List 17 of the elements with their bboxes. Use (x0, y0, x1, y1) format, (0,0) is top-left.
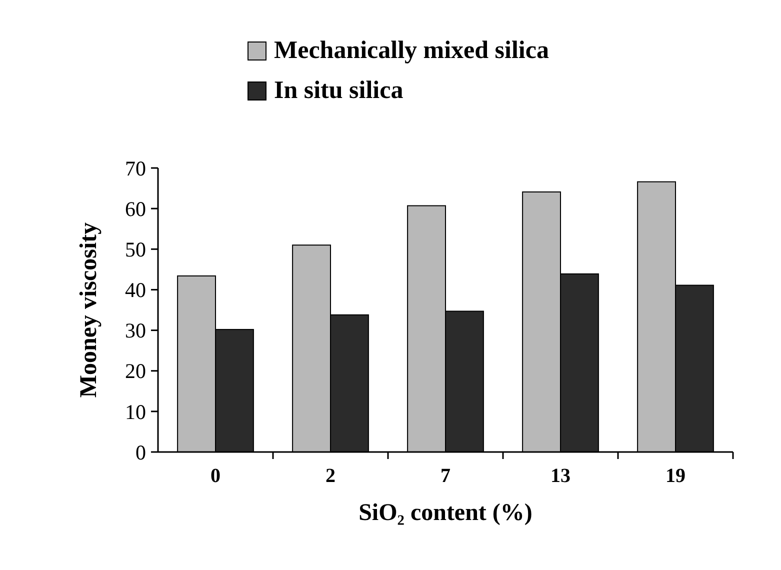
y-tick-label: 40 (125, 278, 146, 302)
x-tick-label: 7 (440, 465, 450, 487)
y-tick-label: 60 (125, 196, 146, 221)
x-axis-title: SiO₂ content (%) (358, 500, 532, 526)
y-tick-label: 0 (136, 440, 146, 464)
y-tick-label: 10 (125, 400, 146, 424)
y-tick-label: 70 (125, 156, 146, 180)
legend-label: Mechanically mixed silica (274, 37, 550, 64)
y-tick-label: 30 (125, 318, 146, 343)
x-tick-label: 2 (326, 465, 336, 487)
x-tick-label: 19 (666, 465, 686, 487)
legend-label: In situ silica (274, 77, 404, 104)
y-tick-label: 20 (125, 359, 146, 384)
y-axis-title: Mooney viscosity (76, 222, 102, 398)
x-tick-label: 0 (210, 465, 220, 487)
y-tick-label: 50 (125, 237, 146, 262)
x-tick-label: 13 (550, 465, 570, 487)
